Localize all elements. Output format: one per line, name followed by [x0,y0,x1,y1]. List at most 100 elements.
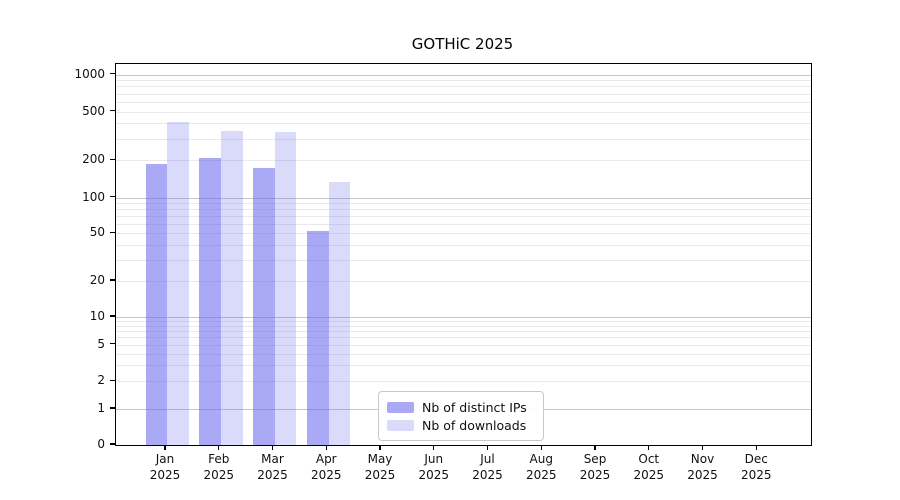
gridline-minor [116,281,811,283]
y-tick-label: 1000 [74,66,105,81]
x-tick-year: 2025 [203,468,235,482]
x-tick-year: 2025 [364,468,396,482]
x-tick-mark [755,445,757,450]
y-tick-mark [110,279,115,281]
y-tick-mark [110,443,115,445]
gridline-minor [116,224,811,225]
x-tick-year: 2025 [418,468,450,482]
x-tick-label: Jan 2025 [134,451,196,483]
x-tick-year: 2025 [579,468,611,482]
y-tick-label: 10 [89,309,105,323]
bar-jan-downloads [167,121,189,445]
x-tick-month: May [367,452,393,466]
x-tick-label: Jul 2025 [457,451,519,483]
y-tick-mark [110,407,115,409]
x-tick-label: Dec 2025 [725,451,787,483]
x-tick-label: Mar 2025 [242,451,304,483]
x-tick-month: Jun [424,452,444,466]
gridline-minor [116,202,811,204]
x-tick-mark [379,445,381,450]
y-tick-mark [110,315,115,317]
y-tick-label: 100 [82,189,105,204]
gridline-minor [116,259,811,261]
bar-mar-downloads [274,131,297,445]
x-tick-mark [648,445,650,450]
gridline-minor [116,123,811,125]
x-tick-mark [540,445,542,450]
x-tick-month: Nov [690,452,715,466]
x-tick-label: Oct 2025 [618,451,680,483]
legend-item-distinct-ips: Nb of distinct IPs [387,398,535,416]
gridline-minor [116,209,811,211]
gridline-minor [116,80,811,82]
x-tick-month: Aug [529,452,553,466]
x-tick-month: Oct [638,452,660,466]
y-tick-label: 50 [89,225,105,240]
gridline-minor [116,216,811,217]
gridline-minor [116,331,811,333]
legend-swatch-distinct-ips-icon [387,401,414,413]
x-tick-label: Nov 2025 [672,451,734,483]
gridline-minor [116,160,811,162]
legend-label-downloads: Nb of downloads [422,417,527,433]
gridline-minor [116,93,811,95]
chart-title: GOTHiC 2025 [411,35,514,53]
legend-item-downloads: Nb of downloads [387,416,535,434]
x-tick-year: 2025 [740,468,772,482]
bar-jan-distinct-ips [145,163,168,445]
bar-apr-distinct-ips [306,231,329,445]
gridline-minor [116,381,811,383]
y-tick-mark [110,72,115,75]
x-tick-month: Dec [744,452,768,466]
y-tick-mark [110,109,115,112]
gridline-minor [116,344,811,346]
gridline-minor [116,245,811,247]
gridline-major [116,74,811,76]
x-tick-year: 2025 [257,468,288,482]
x-tick-month: Sep [583,452,607,466]
y-tick-mark [110,158,115,161]
x-tick-label: Aug 2025 [510,451,572,483]
bar-mar-distinct-ips [253,168,275,445]
x-tick-month: Jul [480,452,495,466]
x-tick-year: 2025 [633,468,665,482]
y-tick-mark [110,379,115,381]
x-tick-month: Apr [315,452,337,466]
bar-apr-downloads [328,182,351,445]
x-tick-mark [325,445,327,450]
gridline-minor [116,101,811,103]
y-tick-label: 20 [89,273,105,288]
y-tick-mark [110,343,115,345]
x-tick-year: 2025 [149,468,181,482]
gridline-minor [116,233,811,235]
x-tick-label: May 2025 [349,451,411,483]
x-tick-mark [594,445,596,450]
y-tick-label: 1 [97,401,105,415]
y-tick-mark [110,195,115,198]
gridline-major [116,197,811,199]
x-tick-month: Mar [261,452,284,466]
x-tick-label: Sep 2025 [564,451,626,483]
legend-swatch-downloads-icon [387,419,414,431]
x-tick-mark [701,445,704,450]
x-tick-label: Apr 2025 [295,451,357,483]
plot-area: Nb of distinct IPs Nb of downloads [115,63,812,446]
x-tick-year: 2025 [687,468,718,482]
x-tick-mark [218,445,220,450]
x-tick-label: Jun 2025 [403,451,465,483]
x-tick-month: Feb [208,452,230,466]
x-tick-year: 2025 [525,468,557,482]
y-tick-mark [110,231,115,234]
y-tick-label: 5 [97,336,105,351]
x-tick-mark [271,445,274,450]
x-tick-mark [164,445,166,450]
gridline-minor [116,325,811,327]
legend-label-distinct-ips: Nb of distinct IPs [422,399,527,415]
y-tick-label: 2 [97,373,105,388]
y-tick-label: 200 [82,152,105,167]
x-tick-mark [486,445,489,450]
x-tick-year: 2025 [310,468,342,482]
x-tick-month: Jan [155,452,175,466]
x-tick-label: Feb 2025 [188,451,250,483]
